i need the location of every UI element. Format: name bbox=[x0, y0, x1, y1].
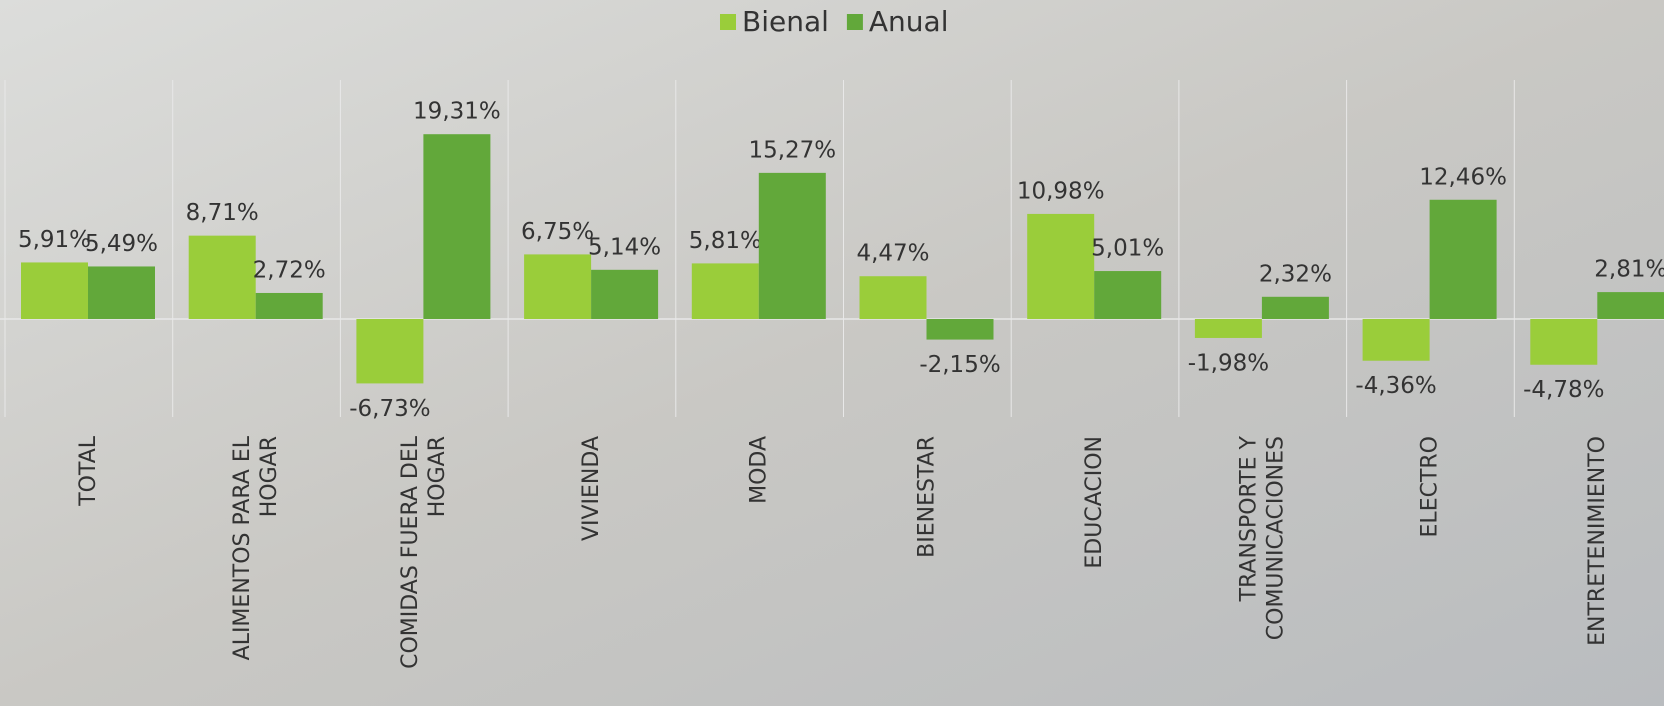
value-label: 5,01% bbox=[1091, 236, 1164, 262]
value-label: 4,47% bbox=[856, 241, 929, 267]
value-label: 5,91% bbox=[18, 227, 91, 253]
bar bbox=[524, 254, 591, 319]
value-label: 10,98% bbox=[1017, 178, 1105, 204]
x-tick-label: MODA bbox=[747, 436, 772, 504]
value-label: 2,32% bbox=[1259, 261, 1332, 287]
bar bbox=[860, 276, 927, 319]
x-tick-label: EDUCACION bbox=[1082, 436, 1107, 569]
bar bbox=[21, 262, 88, 319]
bar bbox=[1530, 319, 1597, 365]
x-tick-label: ENTRETENIMIENTO bbox=[1585, 436, 1610, 646]
bar bbox=[1430, 200, 1497, 319]
value-label: 15,27% bbox=[748, 137, 836, 163]
x-tick-label: BIENESTAR bbox=[914, 436, 939, 558]
value-label: -1,98% bbox=[1188, 350, 1269, 376]
legend-label: Anual bbox=[869, 5, 949, 38]
bar bbox=[591, 270, 658, 319]
bar bbox=[1363, 319, 1430, 361]
bar bbox=[1027, 214, 1094, 319]
bar bbox=[189, 236, 256, 319]
value-label: -4,78% bbox=[1523, 377, 1604, 403]
value-label: 5,14% bbox=[588, 234, 661, 260]
bar bbox=[692, 263, 759, 319]
bar bbox=[1094, 271, 1161, 319]
value-label: 12,46% bbox=[1419, 164, 1507, 190]
value-label: -6,73% bbox=[349, 396, 430, 422]
bar bbox=[88, 266, 155, 319]
bar bbox=[927, 319, 994, 340]
legend-label: Bienal bbox=[742, 5, 829, 38]
x-tick-label: ELECTRO bbox=[1417, 436, 1442, 537]
value-label: 19,31% bbox=[413, 99, 501, 125]
bar bbox=[423, 134, 490, 319]
bar bbox=[356, 319, 423, 383]
page: BienalAnual5,91%5,49%TOTAL8,71%2,72%ALIM… bbox=[0, 0, 1664, 706]
x-tick-label: VIVIENDA bbox=[579, 436, 604, 541]
bar bbox=[759, 173, 826, 319]
value-label: 2,81% bbox=[1594, 257, 1664, 283]
value-label: 2,72% bbox=[253, 257, 326, 283]
legend-swatch bbox=[720, 14, 736, 30]
value-label: 8,71% bbox=[186, 200, 259, 226]
value-label: -4,36% bbox=[1355, 373, 1436, 399]
value-label: 6,75% bbox=[521, 219, 594, 245]
value-label: 5,81% bbox=[689, 228, 762, 254]
bar bbox=[1262, 297, 1329, 319]
bar bbox=[256, 293, 323, 319]
value-label: 5,49% bbox=[85, 231, 158, 257]
bar bbox=[1597, 292, 1664, 319]
value-label: -2,15% bbox=[919, 352, 1000, 378]
bar bbox=[1195, 319, 1262, 338]
x-tick-label: TOTAL bbox=[76, 435, 101, 507]
legend-swatch bbox=[847, 14, 863, 30]
chart: BienalAnual5,91%5,49%TOTAL8,71%2,72%ALIM… bbox=[0, 0, 1664, 706]
